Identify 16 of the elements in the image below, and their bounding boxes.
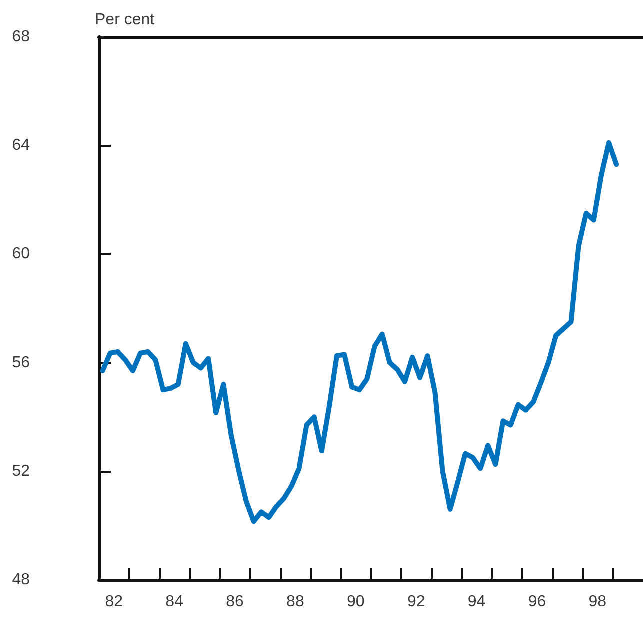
y-tick-label: 52 xyxy=(12,462,30,480)
y-axis-title: Per cent xyxy=(95,12,156,28)
x-tick-label: 90 xyxy=(346,594,365,610)
x-tick-label: 84 xyxy=(166,594,184,610)
y-tick-label: 48 xyxy=(12,572,30,588)
x-tick-label: 98 xyxy=(588,594,607,610)
x-tick-label: 96 xyxy=(528,594,546,610)
x-tick-label: 82 xyxy=(105,594,124,610)
y-tick-label: 68 xyxy=(12,28,30,46)
y-tick-label: 64 xyxy=(12,137,30,154)
x-tick-label: 94 xyxy=(468,594,486,610)
x-tick-label: 88 xyxy=(286,594,304,610)
x-tick-label: 86 xyxy=(226,594,244,610)
y-tick-label: 60 xyxy=(12,246,30,263)
y-tick-label: 56 xyxy=(12,354,30,372)
x-tick-label: 92 xyxy=(407,594,426,610)
